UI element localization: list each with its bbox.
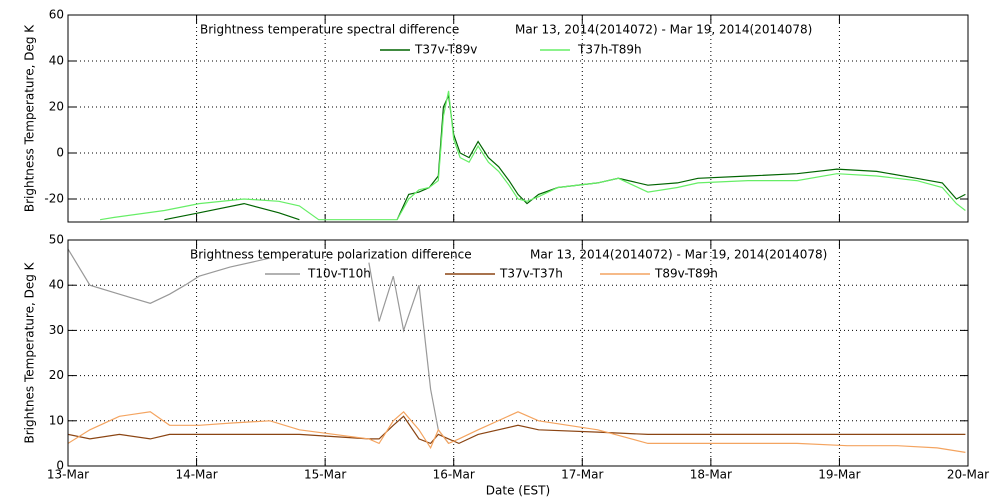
y-tick-label: 20	[49, 100, 64, 114]
y-tick-label: 10	[49, 413, 64, 427]
legend-label: T37v-T89v	[414, 43, 477, 57]
x-axis-label: Date (EST)	[486, 484, 550, 498]
y-tick-label: 60	[49, 8, 64, 22]
x-tick-label: 20-Mar	[947, 468, 989, 482]
series-line	[68, 248, 450, 444]
y-axis-label: Brightnes Temperature, Deg K	[23, 261, 37, 443]
x-tick-label: 15-Mar	[304, 468, 346, 482]
x-tick-label: 19-Mar	[818, 468, 860, 482]
x-tick-label: 14-Mar	[175, 468, 217, 482]
y-tick-label: 20	[49, 368, 64, 382]
y-tick-label: 30	[49, 323, 64, 337]
legend-label: T10v-T10h	[307, 267, 371, 281]
series-line	[68, 410, 966, 453]
x-tick-label: 18-Mar	[690, 468, 732, 482]
legend-label: T37h-T89h	[577, 43, 642, 57]
y-tick-label: 0	[56, 459, 64, 473]
chart-title: Brightness temperature polarization diff…	[190, 248, 472, 262]
date-range: Mar 13, 2014(2014072) - Mar 19, 2014(201…	[515, 23, 812, 37]
legend-label: T37v-T37h	[499, 267, 563, 281]
series-line	[68, 415, 966, 445]
y-tick-label: 0	[56, 146, 64, 160]
series-line	[164, 93, 966, 221]
y-tick-label: 50	[49, 233, 64, 247]
x-tick-label: 17-Mar	[561, 468, 603, 482]
date-range: Mar 13, 2014(2014072) - Mar 19, 2014(201…	[530, 248, 827, 262]
y-tick-label: 40	[49, 54, 64, 68]
y-tick-label: 40	[49, 278, 64, 292]
chart-title: Brightness temperature spectral differen…	[200, 23, 459, 37]
series-line	[100, 90, 966, 221]
plot-frame	[67, 14, 969, 223]
x-tick-label: 16-Mar	[433, 468, 475, 482]
plot-frame	[67, 239, 969, 467]
y-axis-label: Brightness Temperature, Deg K	[23, 24, 37, 212]
x-tick-label: 13-Mar	[47, 468, 89, 482]
legend-label: T89v-T89h	[654, 267, 718, 281]
y-tick-label: -20	[44, 192, 64, 206]
